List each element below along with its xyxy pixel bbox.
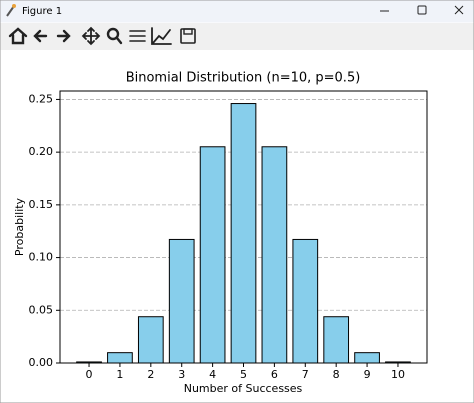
y-tick-label: 0.10 [29, 251, 54, 264]
home-button[interactable] [8, 27, 28, 45]
x-tick-label: 3 [178, 368, 185, 381]
close-button[interactable] [454, 5, 464, 15]
x-tick-label: 4 [209, 368, 216, 381]
save-button[interactable] [180, 28, 196, 44]
x-tick-label: 10 [391, 368, 405, 381]
x-tick-label: 7 [302, 368, 309, 381]
plot-frame [59, 90, 428, 364]
bar [261, 146, 288, 364]
back-button[interactable] [33, 29, 48, 43]
bar [230, 103, 257, 364]
x-tick-label: 0 [86, 368, 93, 381]
zoom-button[interactable] [106, 27, 123, 45]
bar [323, 316, 350, 364]
pan-button[interactable] [81, 26, 101, 46]
forward-button[interactable] [56, 29, 71, 43]
x-tick-label: 1 [116, 368, 123, 381]
x-tick-label: 8 [333, 368, 340, 381]
y-tick-label: 0.15 [29, 198, 54, 211]
bar [137, 316, 164, 364]
toolbar [0, 23, 474, 50]
window-title: Figure 1 [22, 6, 62, 17]
x-axis-label: Number of Successes [184, 382, 303, 395]
y-tick-label: 0.20 [29, 145, 54, 158]
bar [292, 238, 319, 364]
x-tick-label: 9 [364, 368, 371, 381]
bar [199, 146, 226, 364]
x-tick-label: 2 [147, 368, 154, 381]
y-tick-label: 0.25 [29, 92, 54, 105]
axes-button[interactable] [151, 27, 172, 45]
chart: Binomial Distribution (n=10, p=0.5) Numb… [13, 71, 428, 395]
x-tick-label: 6 [271, 368, 278, 381]
bar [107, 352, 133, 364]
chart-title: Binomial Distribution (n=10, p=0.5) [126, 71, 361, 86]
y-tick-label: 0.00 [29, 356, 54, 369]
y-axis-label: Probability [13, 197, 26, 256]
bar [354, 352, 380, 364]
y-tick-label: 0.05 [29, 303, 54, 316]
title-bar [0, 0, 474, 23]
bar [168, 238, 195, 364]
maximize-button[interactable] [417, 5, 427, 15]
x-tick-label: 5 [240, 368, 247, 381]
app-icon [6, 4, 16, 17]
configure-button[interactable] [129, 30, 146, 42]
